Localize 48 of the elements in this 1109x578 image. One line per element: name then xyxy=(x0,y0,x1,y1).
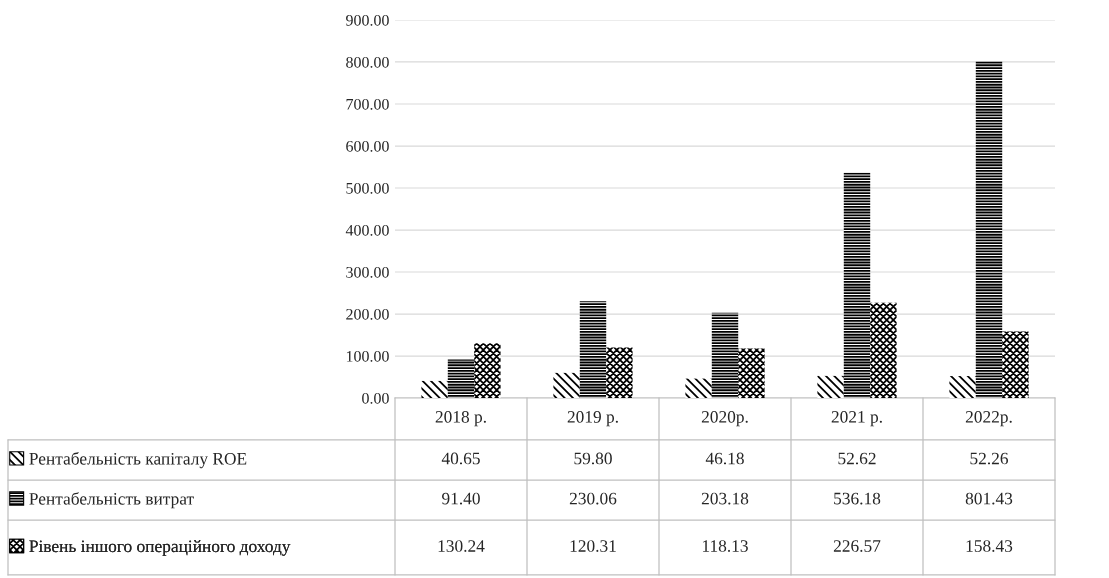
y-tick-label: 100.00 xyxy=(346,350,389,362)
data-label: 40.65 xyxy=(441,452,480,465)
data-label: 226.57 xyxy=(833,540,881,552)
data-label: 203.18 xyxy=(701,492,749,505)
data-label: 52.26 xyxy=(970,452,1009,465)
bar xyxy=(711,312,739,398)
data-label: 118.13 xyxy=(702,540,748,552)
bar xyxy=(447,359,475,398)
x-tick-label: 2018 р. xyxy=(435,411,486,427)
bar xyxy=(421,380,448,398)
bar xyxy=(579,301,607,398)
y-tick-label: 400.00 xyxy=(345,224,389,236)
bar xyxy=(553,372,580,398)
data-label: 46.18 xyxy=(705,452,744,465)
y-tick-label: 800.00 xyxy=(346,56,389,68)
bar xyxy=(843,172,871,398)
legend-label: Рентабельність витрат xyxy=(29,492,194,509)
x-tick-label: 2022р. xyxy=(965,411,1012,427)
legend-label: Рівень іншого операційного доходу xyxy=(29,540,291,556)
data-label: 230.06 xyxy=(569,492,617,505)
bar xyxy=(817,375,844,398)
y-tick-label: 700.00 xyxy=(346,98,389,110)
bar xyxy=(606,347,633,398)
data-label: 158.43 xyxy=(966,540,1013,552)
bar xyxy=(738,348,765,398)
x-tick-label: 2019 р. xyxy=(567,411,618,427)
data-label: 536.18 xyxy=(834,492,881,505)
y-tick-label: 300.00 xyxy=(346,266,389,278)
y-tick-label: 0.00 xyxy=(362,392,389,404)
legend-label: Рентабельність капіталу ROE xyxy=(29,452,247,469)
bar xyxy=(949,376,976,398)
y-tick-label: 200.00 xyxy=(346,308,389,320)
x-tick-label: 2021 р. xyxy=(831,411,882,427)
data-label: 120.31 xyxy=(570,540,616,552)
data-label: 52.62 xyxy=(838,452,876,465)
x-tick-label: 2020р. xyxy=(701,411,748,427)
bar xyxy=(870,302,897,398)
data-label: 91.40 xyxy=(442,492,480,505)
bar xyxy=(685,378,712,398)
y-tick-label: 600.00 xyxy=(346,140,389,152)
y-tick-label: 900.00 xyxy=(346,14,389,26)
bar xyxy=(474,343,501,398)
data-label: 59.80 xyxy=(574,452,612,465)
bar xyxy=(975,61,1003,398)
data-label: 801.43 xyxy=(965,492,1013,505)
bar xyxy=(1002,331,1029,398)
data-label: 130.24 xyxy=(438,540,485,552)
y-tick-label: 500.00 xyxy=(346,182,389,194)
